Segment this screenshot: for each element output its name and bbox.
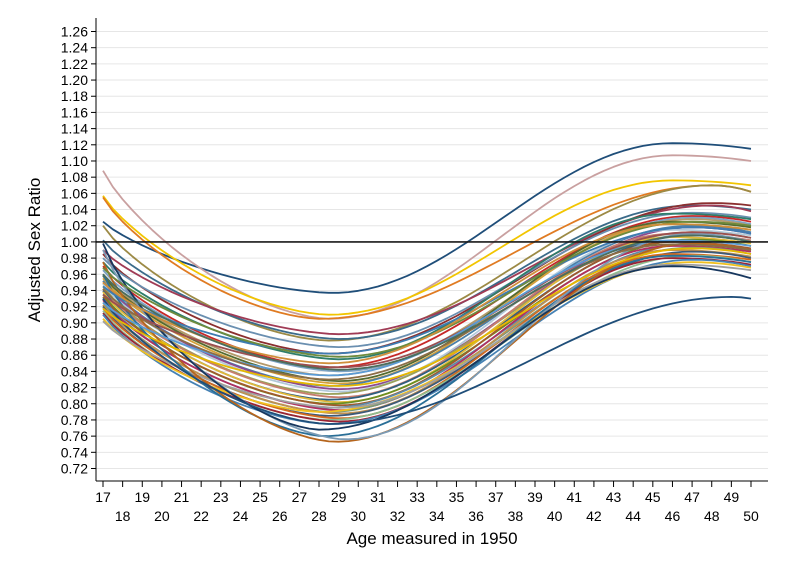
x-tick-label: 31: [370, 489, 386, 505]
x-tick-label: 46: [665, 508, 681, 524]
x-tick-label: 41: [566, 489, 582, 505]
y-tick-label: 1.06: [61, 185, 88, 201]
x-tick-label: 45: [645, 489, 661, 505]
series-line: [102, 247, 752, 387]
series-line: [102, 232, 752, 399]
y-tick-label: 1.14: [61, 121, 88, 137]
y-axis-title: Adjusted Sex Ratio: [25, 178, 44, 323]
y-tick-label: 1.26: [61, 24, 88, 40]
x-tick-label: 24: [233, 508, 249, 524]
series-line: [102, 263, 752, 409]
y-tick-label: 1.12: [61, 137, 88, 153]
series-line: [102, 215, 752, 369]
x-tick-label: 26: [272, 508, 288, 524]
y-tick-label: 1.24: [61, 40, 88, 56]
y-tick-label: 0.90: [61, 315, 88, 331]
y-tick-label: 0.92: [61, 299, 88, 315]
x-tick-label: 30: [350, 508, 366, 524]
y-tick-label: 0.80: [61, 396, 88, 412]
y-tick-label: 0.74: [61, 444, 88, 460]
y-axis: 0.720.740.760.780.800.820.840.860.880.90…: [61, 18, 97, 481]
series-line: [102, 179, 752, 316]
y-tick-label: 0.88: [61, 331, 88, 347]
series-line: [102, 254, 752, 437]
x-tick-label: 20: [154, 508, 170, 524]
x-tick-label: 27: [292, 489, 308, 505]
series-line: [102, 231, 752, 369]
y-tick-label: 1.16: [61, 104, 88, 120]
x-tick-label: 18: [115, 508, 131, 524]
x-tick-label: 36: [468, 508, 484, 524]
x-tick-label: 44: [625, 508, 641, 524]
x-tick-label: 34: [429, 508, 445, 524]
y-tick-label: 1.00: [61, 234, 88, 250]
x-tick-label: 35: [449, 489, 465, 505]
x-tick-label: 19: [134, 489, 150, 505]
series-line: [102, 220, 752, 382]
y-tick-label: 0.84: [61, 363, 88, 379]
x-tick-label: 22: [193, 508, 209, 524]
x-tick-label: 23: [213, 489, 229, 505]
y-tick-label: 1.20: [61, 72, 88, 88]
series-group: [102, 142, 752, 443]
series-line: [102, 202, 752, 355]
x-tick-label: 49: [724, 489, 740, 505]
x-tick-label: 50: [743, 508, 759, 524]
x-tick-label: 25: [252, 489, 268, 505]
x-tick-label: 47: [684, 489, 700, 505]
x-tick-label: 28: [311, 508, 327, 524]
x-tick-label: 17: [95, 489, 111, 505]
x-tick-label: 21: [174, 489, 190, 505]
y-tick-label: 1.18: [61, 88, 88, 104]
series-line: [102, 226, 752, 355]
series-line: [102, 296, 752, 425]
y-tick-label: 0.94: [61, 282, 88, 298]
y-tick-label: 0.72: [61, 461, 88, 477]
series-line: [102, 243, 752, 381]
series-line: [102, 154, 752, 320]
y-tick-label: 0.98: [61, 250, 88, 266]
y-tick-label: 1.04: [61, 202, 88, 218]
y-tick-label: 0.96: [61, 266, 88, 282]
x-axis: 1718192021222324252627282930313233343536…: [95, 480, 768, 524]
y-tick-label: 1.22: [61, 56, 88, 72]
x-tick-label: 29: [331, 489, 347, 505]
x-tick-label: 39: [527, 489, 543, 505]
x-tick-label: 42: [586, 508, 602, 524]
y-tick-label: 0.86: [61, 347, 88, 363]
x-tick-label: 37: [488, 489, 504, 505]
y-tick-label: 0.82: [61, 380, 88, 396]
y-tick-label: 1.08: [61, 169, 88, 185]
x-tick-label: 32: [390, 508, 406, 524]
x-tick-label: 43: [606, 489, 622, 505]
x-tick-label: 33: [409, 489, 425, 505]
y-tick-label: 0.76: [61, 428, 88, 444]
y-tick-label: 1.02: [61, 218, 88, 234]
series-line: [102, 211, 752, 348]
y-tick-label: 0.78: [61, 412, 88, 428]
series-line: [102, 142, 752, 294]
x-tick-label: 48: [704, 508, 720, 524]
series-line: [102, 243, 752, 431]
series-line: [102, 241, 752, 407]
x-axis-title: Age measured in 1950: [346, 529, 517, 548]
series-line: [102, 184, 752, 320]
x-tick-label: 38: [508, 508, 524, 524]
y-tick-label: 1.10: [61, 153, 88, 169]
x-tick-label: 40: [547, 508, 563, 524]
